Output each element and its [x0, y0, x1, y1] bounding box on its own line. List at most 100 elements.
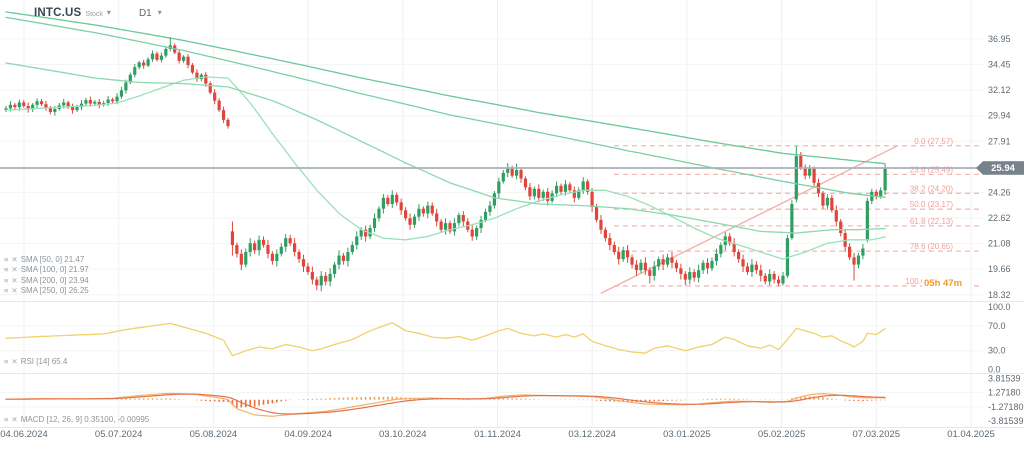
candle [53, 108, 57, 112]
candle [661, 259, 665, 265]
countdown-backdrop [922, 275, 970, 289]
candle [332, 264, 337, 274]
candle [279, 246, 283, 254]
candle [577, 190, 581, 198]
macd-label: MACD [12, 26, 9] 0.35100, -0.00995 [20, 414, 150, 424]
candle [479, 219, 483, 229]
candle [839, 221, 843, 234]
candle [355, 236, 359, 246]
candle [794, 156, 798, 200]
rsi-legend-row: ≡ ✕ RSI [14] 65.4 [4, 356, 67, 367]
candle [776, 279, 781, 284]
indicator-close-icon[interactable]: ✕ [11, 414, 18, 424]
candle [346, 252, 350, 261]
candle [426, 205, 430, 214]
candle-countdown-timer: 05h 47m [924, 278, 962, 289]
candle [159, 55, 163, 60]
indicator-settings-icon[interactable]: ≡ [4, 414, 9, 424]
candle [324, 275, 328, 282]
candle [133, 67, 137, 75]
candle [204, 74, 208, 84]
candle [221, 110, 226, 120]
indicator-settings-icon[interactable]: ≡ [4, 254, 9, 264]
candle [705, 262, 710, 269]
candle [768, 273, 772, 282]
symbol-label: INTC.US [34, 7, 82, 19]
candle [821, 193, 825, 206]
candle [350, 245, 354, 253]
sma-100-legend-row: ≡ ✕ SMA [100, 0] 21.97 [4, 265, 89, 276]
candle [848, 246, 852, 258]
indicator-close-icon[interactable]: ✕ [11, 254, 18, 264]
chevron-down-icon: ▾ [106, 8, 111, 17]
candle [248, 243, 252, 253]
candle [297, 252, 301, 260]
candle [226, 119, 230, 127]
candle [714, 253, 718, 261]
candle [492, 193, 496, 206]
candle [586, 181, 590, 192]
macd-signal-line [5, 393, 886, 415]
candle [781, 275, 785, 284]
date-axis-label: 07.03.2025 [853, 429, 901, 440]
date-axis-label: 03.10.2024 [379, 429, 427, 440]
candle [44, 104, 48, 108]
candle [688, 272, 692, 280]
candle [626, 250, 630, 258]
indicator-settings-icon[interactable]: ≡ [4, 265, 9, 274]
candle [683, 273, 687, 280]
indicator-close-icon[interactable]: ✕ [11, 286, 18, 295]
candle [377, 208, 381, 219]
candle [239, 253, 243, 265]
rsi-label: RSI [14] 65.4 [20, 356, 68, 366]
indicator-settings-icon[interactable]: ≡ [4, 286, 9, 295]
candle [13, 104, 17, 108]
candle [257, 239, 261, 251]
timeframe-selector[interactable]: D1 ▾ [139, 8, 162, 19]
candle [439, 221, 443, 230]
rsi-panel[interactable] [5, 322, 886, 357]
candle [532, 188, 536, 197]
candle [261, 239, 266, 246]
candle [368, 228, 372, 237]
candle [430, 205, 434, 214]
candle [404, 210, 408, 219]
candle [177, 52, 181, 61]
candle [630, 257, 634, 265]
macd-axis-label: -1.27180 [988, 402, 1024, 412]
candle [8, 104, 13, 109]
candles-layer[interactable] [4, 37, 887, 292]
price-axis[interactable]: 36.95 34.45 32.12 29.94 27.91 24.26 22.62 21.08… [988, 34, 1024, 426]
indicator-close-icon[interactable]: ✕ [11, 356, 18, 366]
current-price-line: 25.94 [0, 161, 1024, 175]
candle [457, 215, 461, 224]
indicator-settings-icon[interactable]: ≡ [4, 356, 9, 366]
candle [119, 90, 124, 97]
candle [594, 207, 599, 220]
trendline[interactable] [600, 145, 898, 294]
sma-200-label: SMA [200, 0] 23.94 [20, 275, 89, 285]
date-axis-label: 05.02.2025 [758, 429, 806, 440]
candle [35, 101, 39, 105]
indicator-close-icon[interactable]: ✕ [11, 265, 18, 274]
candle [825, 197, 829, 206]
date-axis[interactable]: 04.06.2024 05.07.2024 05.08.2024 04.09.2024… [0, 429, 995, 440]
candle [728, 236, 732, 244]
candle [146, 59, 150, 66]
macd-panel[interactable] [5, 392, 886, 417]
candle [93, 101, 97, 104]
candle [612, 245, 616, 253]
candle [253, 243, 257, 251]
candle [142, 62, 146, 66]
candle [470, 229, 474, 237]
candle [288, 238, 292, 244]
indicator-settings-icon[interactable]: ≡ [4, 275, 9, 285]
candle [62, 102, 66, 106]
candle [217, 100, 221, 111]
candle [523, 178, 528, 188]
symbol-selector[interactable]: INTC.US Stock ▾ [34, 7, 111, 19]
candle [599, 219, 603, 230]
indicator-close-icon[interactable]: ✕ [11, 275, 18, 285]
candle [763, 275, 767, 282]
